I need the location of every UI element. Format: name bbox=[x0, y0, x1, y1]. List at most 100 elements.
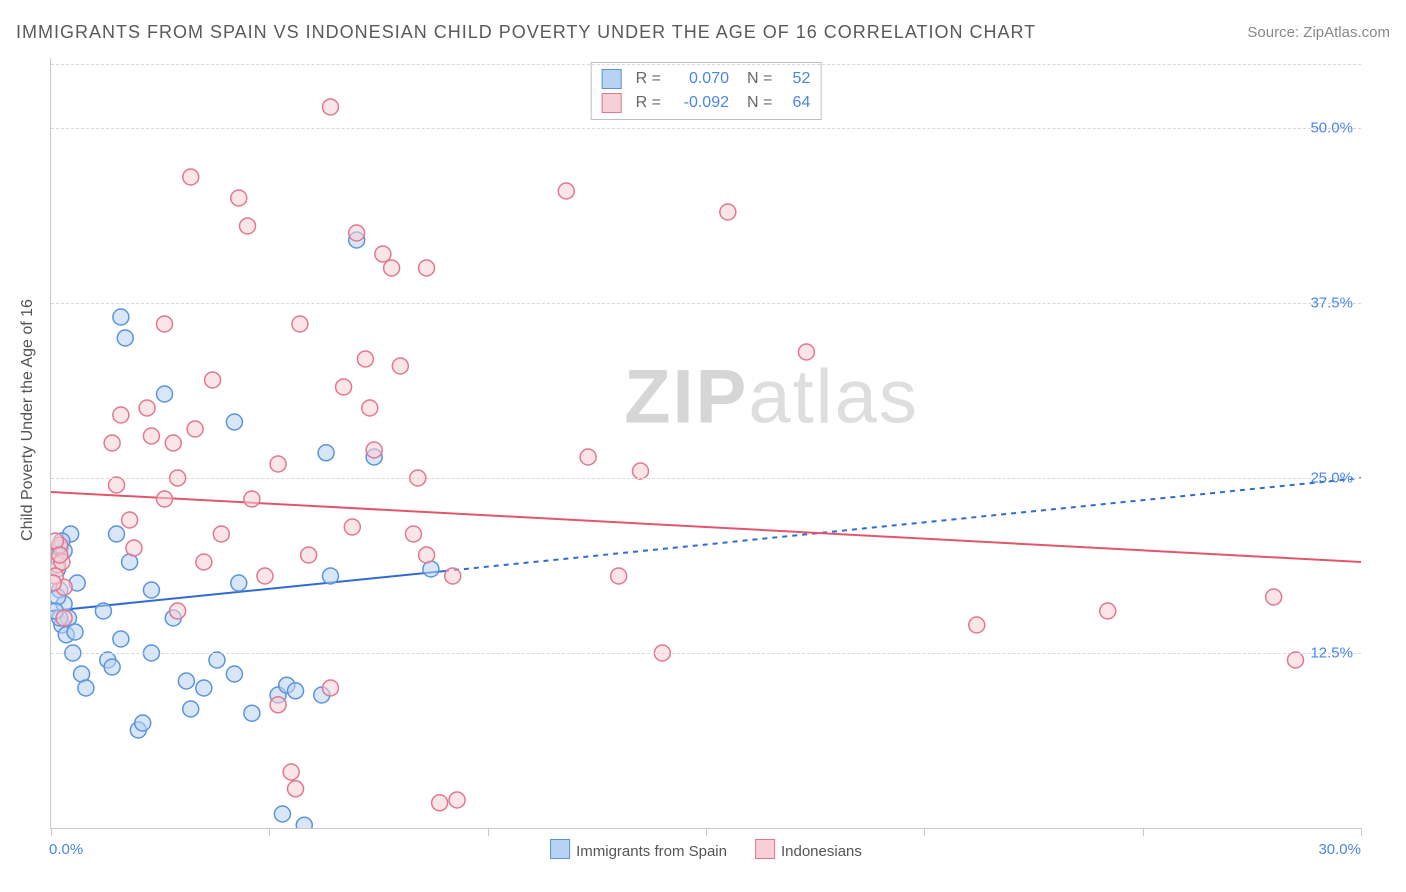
plot-area: ZIPatlas R =0.070N =52R =-0.092N =64 Imm… bbox=[50, 58, 1361, 829]
point-indonesians bbox=[1266, 589, 1282, 605]
stats-box: R =0.070N =52R = -0.092 N = 64 bbox=[591, 62, 822, 120]
point-spain bbox=[274, 806, 290, 822]
point-indonesians bbox=[432, 795, 448, 811]
point-indonesians bbox=[170, 603, 186, 619]
y-tick-label: 25.0% bbox=[1310, 470, 1353, 487]
point-indonesians bbox=[288, 781, 304, 797]
point-spain bbox=[104, 659, 120, 675]
x-tick bbox=[706, 828, 707, 836]
point-indonesians bbox=[292, 316, 308, 332]
gridline-h bbox=[51, 64, 1361, 65]
trendline-spain-dash bbox=[444, 478, 1361, 571]
gridline-h bbox=[51, 128, 1361, 129]
point-indonesians bbox=[322, 680, 338, 696]
point-indonesians bbox=[580, 449, 596, 465]
point-indonesians bbox=[104, 435, 120, 451]
point-spain bbox=[318, 445, 334, 461]
stat-row-spain: R =0.070N =52 bbox=[602, 67, 811, 91]
point-indonesians bbox=[187, 421, 203, 437]
point-indonesians bbox=[344, 519, 360, 535]
point-indonesians bbox=[1100, 603, 1116, 619]
point-spain bbox=[143, 582, 159, 598]
point-spain bbox=[113, 631, 129, 647]
point-indonesians bbox=[362, 400, 378, 416]
point-indonesians bbox=[384, 260, 400, 276]
point-spain bbox=[244, 705, 260, 721]
x-tick bbox=[51, 828, 52, 836]
point-indonesians bbox=[969, 617, 985, 633]
point-indonesians bbox=[205, 372, 221, 388]
gridline-h bbox=[51, 303, 1361, 304]
point-spain bbox=[117, 330, 133, 346]
point-spain bbox=[178, 673, 194, 689]
legend-item-spain: Immigrants from Spain bbox=[550, 839, 727, 860]
point-indonesians bbox=[375, 246, 391, 262]
stat-swatch-spain bbox=[602, 69, 622, 89]
legend-swatch-indonesians bbox=[755, 839, 775, 859]
point-indonesians bbox=[196, 554, 212, 570]
point-spain bbox=[231, 575, 247, 591]
point-indonesians bbox=[336, 379, 352, 395]
x-tick bbox=[924, 828, 925, 836]
point-spain bbox=[322, 568, 338, 584]
point-indonesians bbox=[301, 547, 317, 563]
x-tick bbox=[488, 828, 489, 836]
gridline-h bbox=[51, 478, 1361, 479]
point-indonesians bbox=[126, 540, 142, 556]
chart-container: IMMIGRANTS FROM SPAIN VS INDONESIAN CHIL… bbox=[0, 0, 1406, 892]
point-indonesians bbox=[270, 456, 286, 472]
point-indonesians bbox=[419, 260, 435, 276]
point-indonesians bbox=[139, 400, 155, 416]
point-indonesians bbox=[244, 491, 260, 507]
stat-r-value: -0.092 bbox=[669, 91, 729, 115]
point-spain bbox=[196, 680, 212, 696]
point-indonesians bbox=[270, 697, 286, 713]
point-spain bbox=[226, 666, 242, 682]
point-spain bbox=[226, 414, 242, 430]
point-spain bbox=[67, 624, 83, 640]
point-indonesians bbox=[56, 610, 72, 626]
point-spain bbox=[209, 652, 225, 668]
legend-item-indonesians: Indonesians bbox=[755, 839, 862, 860]
point-indonesians bbox=[357, 351, 373, 367]
point-indonesians bbox=[157, 491, 173, 507]
gridline-h bbox=[51, 653, 1361, 654]
x-tick bbox=[269, 828, 270, 836]
legend-swatch-spain bbox=[550, 839, 570, 859]
point-indonesians bbox=[633, 463, 649, 479]
point-indonesians bbox=[798, 344, 814, 360]
point-indonesians bbox=[349, 225, 365, 241]
point-indonesians bbox=[51, 575, 61, 591]
source-value: ZipAtlas.com bbox=[1303, 24, 1390, 41]
legend-label: Indonesians bbox=[781, 843, 862, 860]
stat-r-label: R = bbox=[636, 67, 661, 91]
y-tick-label: 12.5% bbox=[1310, 645, 1353, 662]
x-tick bbox=[1361, 828, 1362, 836]
y-axis-label: Child Poverty Under the Age of 16 bbox=[19, 299, 37, 541]
point-indonesians bbox=[109, 477, 125, 493]
source-attribution: Source: ZipAtlas.com bbox=[1247, 24, 1390, 41]
trendline-spain bbox=[51, 571, 444, 611]
point-indonesians bbox=[720, 204, 736, 220]
x-tick-label: 0.0% bbox=[49, 841, 83, 858]
y-tick-label: 50.0% bbox=[1310, 120, 1353, 137]
point-indonesians bbox=[419, 547, 435, 563]
point-indonesians bbox=[322, 99, 338, 115]
point-indonesians bbox=[392, 358, 408, 374]
stat-row-indonesians: R = -0.092 N = 64 bbox=[602, 91, 811, 115]
stat-n-value: 64 bbox=[780, 91, 810, 115]
stat-r-label: R = bbox=[636, 91, 661, 115]
point-indonesians bbox=[240, 218, 256, 234]
point-indonesians bbox=[1288, 652, 1304, 668]
legend: Immigrants from Spain Indonesians bbox=[550, 839, 862, 860]
stat-n-value: 52 bbox=[780, 67, 810, 91]
scatter-svg bbox=[51, 58, 1361, 828]
source-label: Source: bbox=[1247, 24, 1299, 41]
stat-n-label: N = bbox=[747, 91, 772, 115]
legend-label: Immigrants from Spain bbox=[576, 843, 727, 860]
point-indonesians bbox=[122, 512, 138, 528]
point-indonesians bbox=[165, 435, 181, 451]
point-spain bbox=[109, 526, 125, 542]
point-indonesians bbox=[183, 169, 199, 185]
point-indonesians bbox=[231, 190, 247, 206]
